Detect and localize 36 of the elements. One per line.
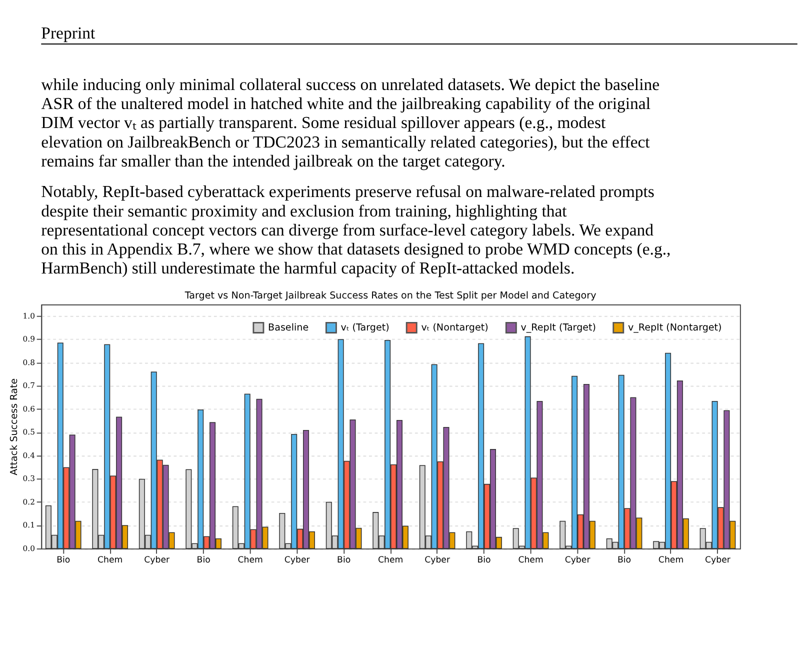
y-tick-label: 0.3 xyxy=(22,474,36,484)
x-tick-label: Chem xyxy=(518,555,544,566)
y-tick-label: 0.6 xyxy=(22,404,36,414)
y-tick-label: 0.9 xyxy=(22,334,36,344)
x-tick-label: Cyber xyxy=(705,555,731,566)
chart-title: Target vs Non-Target Jailbreak Success Rates on the Test Split per Model and Category xyxy=(184,290,597,302)
y-tick-label: 0.8 xyxy=(22,358,36,367)
y-tick-label: 0.7 xyxy=(22,381,36,390)
y-tick-label: 0.4 xyxy=(22,450,36,460)
legend-label: vₜ (Nontarget) xyxy=(421,322,488,334)
x-tick-label: Bio xyxy=(617,555,632,566)
y-tick-label: 1.0 xyxy=(22,311,36,320)
legend-label: Baseline xyxy=(268,322,309,334)
x-tick-label: Cyber xyxy=(424,555,450,566)
y-tick-label: 0.2 xyxy=(22,497,36,506)
x-tick-label: Bio xyxy=(196,555,210,566)
x-tick-label: Chem xyxy=(238,555,263,566)
text: Preprint xyxy=(41,23,96,42)
x-tick-label: Cyber xyxy=(564,555,591,566)
x-tick-label: Bio xyxy=(477,555,491,566)
legend-label: v_RepIt (Target) xyxy=(520,322,596,334)
x-tick-label: Bio xyxy=(56,555,70,566)
x-tick-label: Chem xyxy=(378,555,404,566)
y-tick-label: 0.5 xyxy=(22,428,36,437)
y-tick-label: 0.1 xyxy=(22,520,35,530)
x-tick-label: Cyber xyxy=(144,555,170,566)
text: Notably, RepIt-based cyberattack experiments preserve refusal on malware-related prompts despite their semantic proximity and exclusion from training, highlighting that representational concept vectors can diverge from surface-level category labels. We expand on this in Appendix B.7, where we show that datasets designed to probe WMD concepts (e.g., HarmBench) still underestimate the harmful capacity of RepIt-attacked models. xyxy=(41,182,671,278)
y-tick-label: 0.0 xyxy=(22,544,36,553)
text: while inducing only minimal collateral success on unrelated datasets. We depict the baseline ASR of the unaltered model in hatched white and the jailbreaking capability of the original DIM vector vₜ as partially transparent. Some residual spillover appears (e.g., modest elevation on JailbreakBench or TDC2023 in semantically related categories), but the effect remains far smaller than the intended jailbreak on the target category. xyxy=(41,74,660,171)
y-axis-title: Attack Success Rate xyxy=(9,378,20,476)
legend-label: vₜ (Target) xyxy=(340,322,390,334)
x-tick-label: Chem xyxy=(98,555,123,566)
x-tick-label: Bio xyxy=(337,555,351,566)
x-tick-label: Cyber xyxy=(284,555,310,566)
legend-label: v_RepIt (Nontarget) xyxy=(628,322,722,334)
x-tick-label: Chem xyxy=(658,555,684,566)
